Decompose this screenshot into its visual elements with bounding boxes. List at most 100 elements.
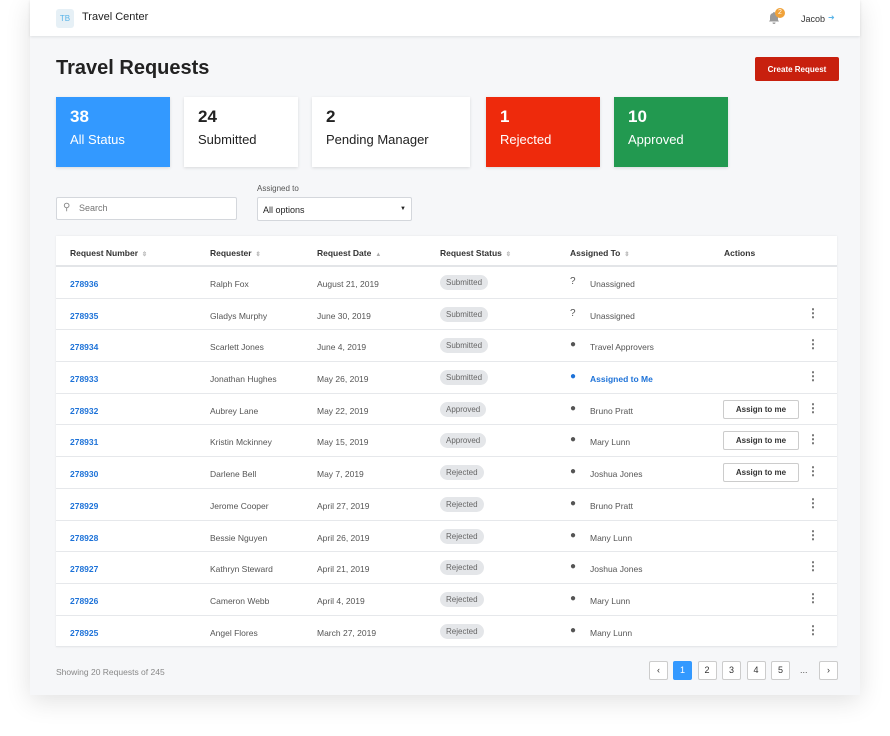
page-1-button[interactable]: 1 <box>673 661 692 680</box>
more-options-icon[interactable]: ⋮ <box>807 559 819 574</box>
group-icon: ● <box>570 339 577 351</box>
table-row: 278927 Kathryn Steward April 21, 2019 Re… <box>56 552 837 584</box>
request-number-link[interactable]: 278925 <box>70 627 99 638</box>
assigned-to: Joshua Jones <box>590 469 643 480</box>
more-options-icon[interactable]: ⋮ <box>807 590 819 605</box>
status-count: 1 <box>500 107 510 126</box>
user-icon: ● <box>570 466 577 478</box>
user-icon: ● <box>570 371 577 383</box>
assign-to-me-button[interactable]: Assign to me <box>723 399 799 419</box>
assigned-to: Unassigned <box>590 310 635 321</box>
requester: Ralph Fox <box>210 279 249 289</box>
user-name[interactable]: Jacob <box>801 14 826 24</box>
request-number-link[interactable]: 278934 <box>70 342 99 353</box>
sort-icon[interactable]: ⇳ <box>505 252 511 258</box>
table-row: 278932 Aubrey Lane May 22, 2019 Approved… <box>56 394 837 426</box>
user-icon: ● <box>570 592 577 604</box>
sort-icon[interactable]: ▲ <box>375 252 382 258</box>
page-5-button[interactable]: 5 <box>771 661 790 680</box>
requester: Gladys Murphy <box>210 310 268 321</box>
more-options-icon[interactable]: ⋮ <box>807 464 819 479</box>
status-label: Rejected <box>500 132 552 147</box>
page-3-button[interactable]: 3 <box>722 661 741 680</box>
more-options-icon[interactable]: ⋮ <box>807 305 819 320</box>
request-number-link[interactable]: 278926 <box>70 595 99 606</box>
status-count: 24 <box>198 107 217 126</box>
request-number-link[interactable]: 278928 <box>70 532 99 543</box>
search-field[interactable]: ⚲ <box>56 197 237 220</box>
requester: Scarlett Jones <box>210 342 264 353</box>
column-header[interactable]: Request Number ⇳ <box>70 248 148 258</box>
assigned-to-select[interactable]: All options ▼ <box>257 197 412 221</box>
table-row: 278925 Angel Flores March 27, 2019 Rejec… <box>56 616 837 648</box>
sort-icon[interactable]: ⇳ <box>142 252 148 258</box>
sort-icon[interactable]: ⇳ <box>255 252 261 258</box>
status-card-rejected[interactable]: 1 Rejected <box>486 97 600 167</box>
request-number-link[interactable]: 278933 <box>70 374 99 385</box>
request-date: May 26, 2019 <box>317 374 369 385</box>
request-number-link[interactable]: 278927 <box>70 564 99 575</box>
status-card-all-status[interactable]: 38 All Status <box>56 97 170 167</box>
column-header[interactable]: Request Date ▲ <box>317 248 382 258</box>
showing-count: Showing 20 Requests of 245 <box>56 667 165 677</box>
requester: Angel Flores <box>210 627 258 638</box>
status-card-submitted[interactable]: 24 Submitted <box>184 97 298 167</box>
user-icon: ● <box>570 529 577 541</box>
column-header[interactable]: Request Status ⇳ <box>440 248 511 258</box>
next-page-button[interactable]: › <box>819 661 838 680</box>
request-date: May 7, 2019 <box>317 469 364 480</box>
status-badge: Rejected <box>440 496 484 512</box>
more-options-icon[interactable]: ⋮ <box>807 337 819 352</box>
assign-to-me-button[interactable]: Assign to me <box>723 463 799 483</box>
assigned-to: Joshua Jones <box>590 564 643 575</box>
create-request-button[interactable]: Create Request <box>755 57 839 81</box>
prev-page-button[interactable]: ‹ <box>649 661 668 680</box>
more-options-icon[interactable]: ⋮ <box>807 527 819 542</box>
status-badge: Rejected <box>440 591 484 607</box>
assigned-to: Travel Approvers <box>590 342 654 353</box>
sort-icon[interactable]: ⇳ <box>624 252 630 258</box>
request-date: August 21, 2019 <box>317 279 379 289</box>
assigned-to: Many Lunn <box>590 532 633 543</box>
status-card-approved[interactable]: 10 Approved <box>614 97 728 167</box>
page-4-button[interactable]: 4 <box>746 661 766 680</box>
more-options-icon[interactable]: ⋮ <box>807 622 819 637</box>
status-badge: Rejected <box>440 528 484 544</box>
request-number-link[interactable]: 278936 <box>70 279 99 289</box>
question-icon: ? <box>570 307 576 319</box>
page-2-button[interactable]: 2 <box>697 661 717 680</box>
more-options-icon[interactable]: ⋮ <box>807 400 819 415</box>
assigned-to: Assigned to Me <box>590 374 653 385</box>
requester: Kristin Mckinney <box>210 437 272 448</box>
status-label: All Status <box>70 132 125 147</box>
request-number-link[interactable]: 278935 <box>70 310 99 321</box>
more-options-icon[interactable]: ⋮ <box>807 495 819 510</box>
column-header[interactable]: Assigned To ⇳ <box>570 248 630 258</box>
more-options-icon[interactable]: ⋮ <box>807 432 819 447</box>
app-window: TB Travel Center 2 Jacob ➜ Travel Reques… <box>30 0 860 695</box>
status-count: 38 <box>70 107 89 126</box>
status-card-pending-manager[interactable]: 2 Pending Manager <box>312 97 470 167</box>
user-icon: ● <box>570 561 577 573</box>
more-options-icon[interactable]: ⋮ <box>807 369 819 384</box>
assigned-to-label: Assigned to <box>257 184 299 193</box>
column-header[interactable]: Requester ⇳ <box>210 248 261 258</box>
status-badge: Rejected <box>440 560 484 576</box>
pagination-ellipsis: ... <box>800 665 808 675</box>
table-row: 278929 Jerome Cooper April 27, 2019 Reje… <box>56 489 837 521</box>
requester: Kathryn Steward <box>210 564 273 575</box>
assigned-to: Unassigned <box>590 279 635 289</box>
search-input[interactable] <box>79 203 229 213</box>
assign-to-me-button[interactable]: Assign to me <box>723 431 799 451</box>
request-number-link[interactable]: 278930 <box>70 469 99 480</box>
logout-icon[interactable]: ➜ <box>828 13 835 22</box>
requester: Bessie Nguyen <box>210 532 268 543</box>
assigned-to: Many Lunn <box>590 627 633 638</box>
request-number-link[interactable]: 278932 <box>70 405 99 416</box>
search-icon: ⚲ <box>63 202 71 213</box>
request-number-link[interactable]: 278931 <box>70 437 99 448</box>
assigned-to-value: All options <box>263 205 305 215</box>
assigned-to: Bruno Pratt <box>590 405 633 416</box>
request-number-link[interactable]: 278929 <box>70 500 99 511</box>
assigned-to: Mary Lunn <box>590 437 631 448</box>
